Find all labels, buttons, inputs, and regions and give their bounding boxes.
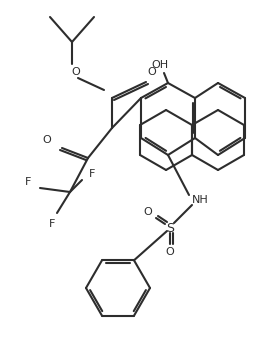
Text: O: O — [72, 67, 80, 77]
Text: OH: OH — [151, 60, 169, 70]
Text: S: S — [166, 221, 174, 235]
Text: NH: NH — [192, 195, 208, 205]
Text: O: O — [166, 247, 174, 257]
Text: F: F — [89, 169, 95, 179]
Text: O: O — [148, 67, 156, 77]
Text: O: O — [144, 207, 152, 217]
Text: O: O — [43, 135, 51, 145]
Text: F: F — [25, 177, 31, 187]
Text: F: F — [49, 219, 55, 229]
